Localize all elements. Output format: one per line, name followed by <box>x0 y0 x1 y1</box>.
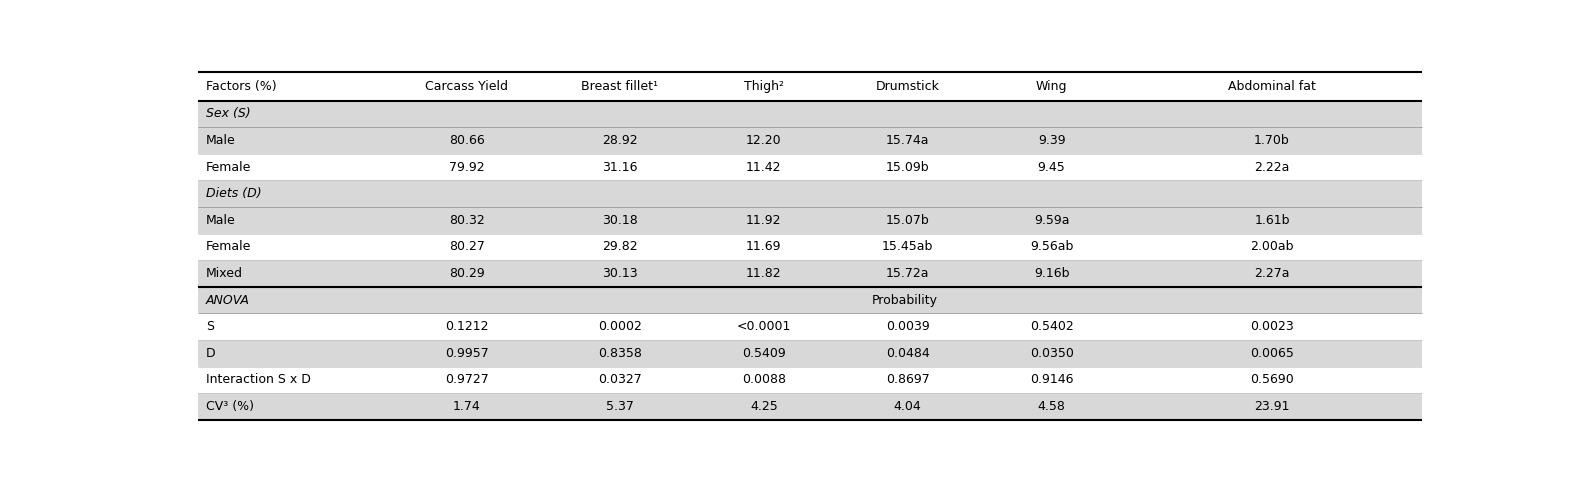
Text: 0.9146: 0.9146 <box>1030 373 1073 386</box>
Text: 0.0088: 0.0088 <box>743 373 785 386</box>
Text: 0.0350: 0.0350 <box>1030 347 1073 360</box>
Text: 15.07b: 15.07b <box>886 214 929 227</box>
Text: 9.59a: 9.59a <box>1033 214 1070 227</box>
Text: 9.56ab: 9.56ab <box>1030 240 1073 253</box>
Text: 0.0002: 0.0002 <box>597 320 641 333</box>
Text: 30.13: 30.13 <box>602 267 638 280</box>
Bar <box>198 393 1422 420</box>
Text: 15.45ab: 15.45ab <box>882 240 934 253</box>
Text: Factors (%): Factors (%) <box>205 80 276 93</box>
Text: 80.29: 80.29 <box>449 267 485 280</box>
Text: Wing: Wing <box>1036 80 1068 93</box>
Text: 79.92: 79.92 <box>449 161 485 174</box>
Text: 9.16b: 9.16b <box>1033 267 1070 280</box>
Text: 0.0023: 0.0023 <box>1250 320 1294 333</box>
Text: 2.27a: 2.27a <box>1255 267 1289 280</box>
Text: <0.0001: <0.0001 <box>736 320 792 333</box>
Text: Thigh²: Thigh² <box>744 80 784 93</box>
Text: 0.8358: 0.8358 <box>597 347 641 360</box>
Text: 9.39: 9.39 <box>1038 134 1065 147</box>
Text: 0.1212: 0.1212 <box>446 320 488 333</box>
Text: 0.8697: 0.8697 <box>886 373 929 386</box>
Text: 0.0484: 0.0484 <box>886 347 929 360</box>
Bar <box>198 72 1422 101</box>
Bar <box>198 340 1422 367</box>
Bar <box>198 313 1422 340</box>
Text: D: D <box>205 347 216 360</box>
Text: 4.04: 4.04 <box>894 400 921 413</box>
Text: 80.66: 80.66 <box>449 134 485 147</box>
Text: 4.58: 4.58 <box>1038 400 1065 413</box>
Text: 9.45: 9.45 <box>1038 161 1065 174</box>
Text: 12.20: 12.20 <box>746 134 782 147</box>
Text: Female: Female <box>205 161 251 174</box>
Text: 31.16: 31.16 <box>602 161 638 174</box>
Text: 11.69: 11.69 <box>746 240 782 253</box>
Text: 15.09b: 15.09b <box>886 161 929 174</box>
Text: 15.74a: 15.74a <box>886 134 929 147</box>
Text: Male: Male <box>205 214 235 227</box>
Bar <box>198 127 1422 154</box>
Bar <box>198 101 1422 127</box>
Text: 80.32: 80.32 <box>449 214 485 227</box>
Text: 11.92: 11.92 <box>746 214 782 227</box>
Text: 1.70b: 1.70b <box>1255 134 1289 147</box>
Text: 1.61b: 1.61b <box>1255 214 1289 227</box>
Text: Carcass Yield: Carcass Yield <box>425 80 509 93</box>
Text: Breast fillet¹: Breast fillet¹ <box>581 80 659 93</box>
Text: 4.25: 4.25 <box>750 400 777 413</box>
Bar <box>198 287 1422 313</box>
Text: 0.9727: 0.9727 <box>446 373 488 386</box>
Text: 0.0039: 0.0039 <box>886 320 929 333</box>
Text: Mixed: Mixed <box>205 267 243 280</box>
Text: 0.9957: 0.9957 <box>446 347 488 360</box>
Text: 0.5402: 0.5402 <box>1030 320 1073 333</box>
Text: Sex (S): Sex (S) <box>205 108 251 120</box>
Text: Probability: Probability <box>872 294 937 307</box>
Bar <box>198 207 1422 234</box>
Text: Abdominal fat: Abdominal fat <box>1228 80 1316 93</box>
Text: 80.27: 80.27 <box>449 240 485 253</box>
Text: CV³ (%): CV³ (%) <box>205 400 254 413</box>
Bar <box>198 180 1422 207</box>
Text: Female: Female <box>205 240 251 253</box>
Text: 0.5690: 0.5690 <box>1250 373 1294 386</box>
Text: 15.72a: 15.72a <box>886 267 929 280</box>
Text: Male: Male <box>205 134 235 147</box>
Text: 2.00ab: 2.00ab <box>1250 240 1294 253</box>
Text: 0.5409: 0.5409 <box>743 347 785 360</box>
Text: 23.91: 23.91 <box>1255 400 1289 413</box>
Bar <box>198 154 1422 180</box>
Text: 0.0327: 0.0327 <box>599 373 641 386</box>
Bar <box>198 260 1422 287</box>
Text: 11.42: 11.42 <box>746 161 782 174</box>
Text: 29.82: 29.82 <box>602 240 638 253</box>
Text: 2.22a: 2.22a <box>1255 161 1289 174</box>
Text: 0.0065: 0.0065 <box>1250 347 1294 360</box>
Text: S: S <box>205 320 213 333</box>
Text: Drumstick: Drumstick <box>875 80 940 93</box>
Text: 28.92: 28.92 <box>602 134 638 147</box>
Text: Diets (D): Diets (D) <box>205 187 262 200</box>
Text: 11.82: 11.82 <box>746 267 782 280</box>
Text: 30.18: 30.18 <box>602 214 638 227</box>
Bar <box>198 367 1422 393</box>
Text: 1.74: 1.74 <box>453 400 480 413</box>
Text: ANOVA: ANOVA <box>205 294 250 307</box>
Text: Interaction S x D: Interaction S x D <box>205 373 311 386</box>
Bar <box>198 234 1422 260</box>
Text: 5.37: 5.37 <box>607 400 634 413</box>
